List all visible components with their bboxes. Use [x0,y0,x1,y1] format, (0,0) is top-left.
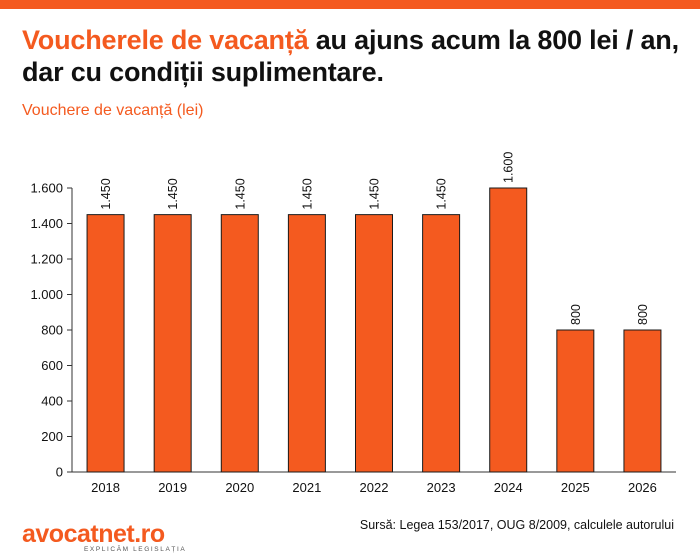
y-tick-label: 1.000 [30,287,63,302]
y-tick-label: 200 [41,429,63,444]
logo-name: avocatnet.ro [22,520,165,548]
data-label: 1.450 [300,178,314,209]
data-label: 1.450 [166,178,180,209]
bar [86,214,125,473]
x-tick-label: 2025 [561,480,590,495]
data-label: 1.450 [435,178,449,209]
title-rest: au ajuns acum la 800 lei / an, dar cu co… [22,25,679,87]
x-tick-label: 2020 [225,480,254,495]
y-tick-label: 600 [41,358,63,373]
x-tick-label: 2022 [360,480,389,495]
chart-subtitle: Vouchere de vacanță (lei) [22,102,204,119]
data-label: 800 [636,304,650,325]
bar [153,214,192,473]
data-label: 1.450 [368,178,382,209]
bar [556,329,595,473]
source-note: Sursă: Legea 153/2017, OUG 8/2009, calcu… [359,518,674,532]
y-tick-label: 400 [41,394,63,409]
y-tick-label: 1.400 [30,216,63,231]
bar [623,329,662,473]
page-title: Voucherele de vacanță au ajuns acum la 8… [22,24,682,88]
x-tick-label: 2018 [91,480,120,495]
y-tick-label: 800 [41,323,63,338]
data-label: 1.450 [99,178,113,209]
x-tick-label: 2026 [628,480,657,495]
bar [489,187,528,473]
bar [422,214,461,473]
data-label: 800 [569,304,583,325]
bar [220,214,259,473]
logo-tagline: EXPLICĂM LEGISLAȚIA [84,546,187,553]
data-label: 1.600 [502,152,516,183]
bar [355,214,393,473]
x-tick-label: 2024 [494,480,523,495]
data-label: 1.450 [233,178,247,209]
y-tick-label: 0 [56,465,63,480]
x-tick-label: 2023 [427,480,456,495]
x-tick-label: 2019 [158,480,187,495]
top-accent-bar [0,0,700,9]
bar-chart: 0 200 400 600 800 1.000 1.200 1.400 1.600 2018 1.4… [30,152,676,495]
y-tick-label: 1.600 [30,181,63,196]
bar [287,214,326,473]
title-highlight: Voucherele de vacanță [22,25,309,55]
y-tick-label: 1.200 [30,252,63,267]
logo: avocatnet.ro EXPLICĂM LEGISLAȚIA [22,520,187,554]
x-tick-label: 2021 [292,480,321,495]
